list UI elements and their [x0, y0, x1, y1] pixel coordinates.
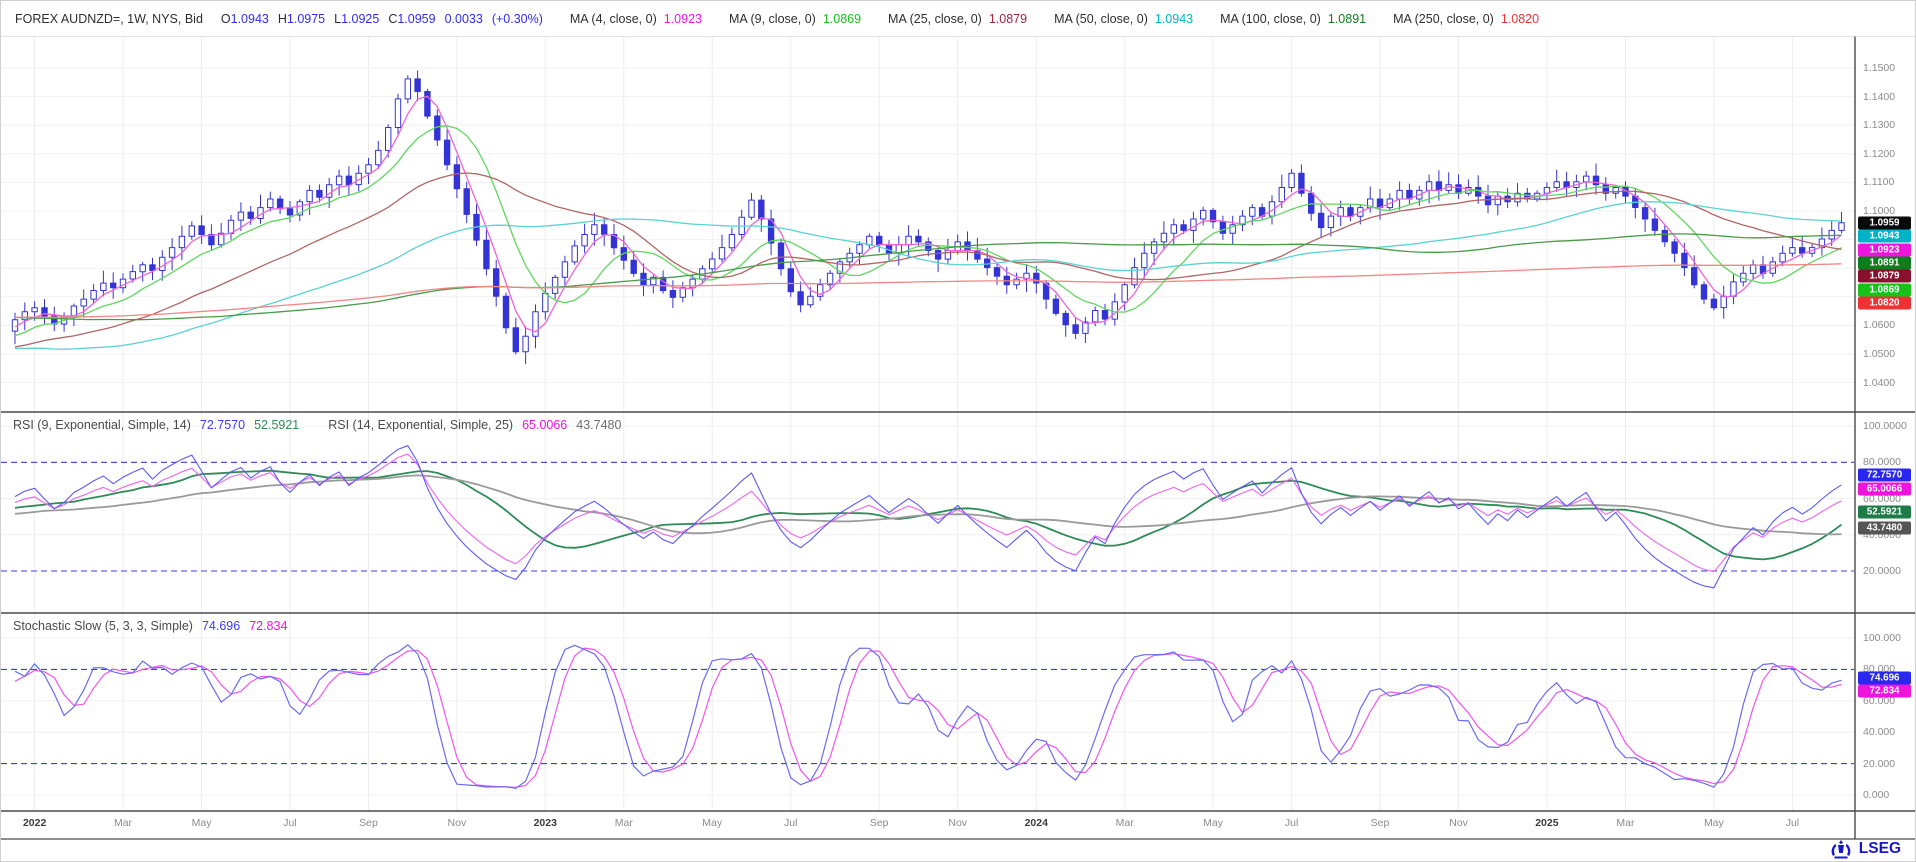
instrument-title[interactable]: FOREX AUDNZD=, 1W, NYS, Bid — [15, 11, 203, 26]
lseg-logo-text: LSEG — [1858, 840, 1901, 857]
quote-field-L: L1.0925 — [334, 11, 380, 26]
quote-field-H: H1.0975 — [277, 11, 326, 26]
ma-legend-item-250[interactable]: MA (250, close, 0) 1.0820 — [1393, 11, 1540, 26]
ma-legend-item-4[interactable]: MA (4, close, 0) 1.0923 — [569, 11, 702, 26]
chart-header: FOREX AUDNZD=, 1W, NYS, Bid O1.0943 H1.09… — [1, 1, 1915, 36]
lseg-crest-icon — [1831, 840, 1851, 859]
quote-values: O1.0943 H1.0975 L1.0925 C1.0959 0.0033 (+0.30… — [221, 12, 543, 26]
ma-legend-item-50[interactable]: MA (50, close, 0) 1.0943 — [1054, 11, 1194, 26]
lseg-logo: LSEG — [1828, 839, 1901, 859]
quote-field-chg4: 0.0033 — [444, 11, 483, 26]
quote-field-C: C1.0959 — [388, 11, 436, 26]
ma-legend-item-100[interactable]: MA (100, close, 0) 1.0891 — [1220, 11, 1367, 26]
quote-field-O: O1.0943 — [220, 11, 269, 26]
ma-legend: MA (4, close, 0) 1.0923 MA (9, close, 0) 1.… — [543, 12, 1539, 26]
ma-legend-item-25[interactable]: MA (25, close, 0) 1.0879 — [888, 11, 1028, 26]
quote-field-chg5: (+0.30%) — [491, 11, 543, 26]
ma-legend-item-9[interactable]: MA (9, close, 0) 1.0869 — [728, 11, 862, 26]
